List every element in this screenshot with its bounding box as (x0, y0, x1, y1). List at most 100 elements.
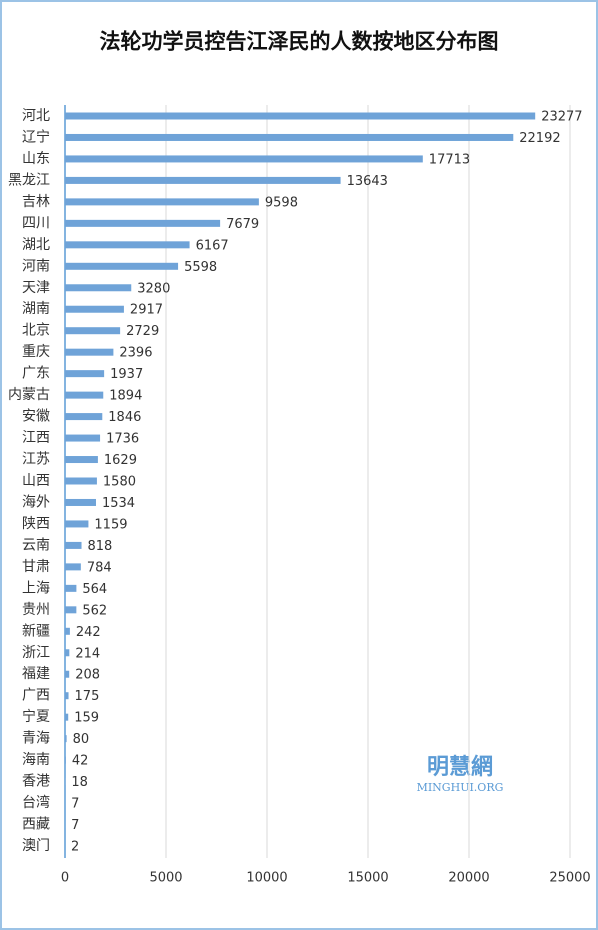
bar (65, 305, 124, 313)
y-tick-label: 陕西 (22, 516, 50, 532)
y-tick-label: 江西 (22, 430, 50, 446)
y-tick-label: 北京 (22, 323, 50, 339)
bar (65, 391, 104, 399)
y-tick-label: 浙江 (22, 645, 50, 661)
x-tick-label: 0 (61, 871, 69, 886)
value-label: 7 (71, 818, 79, 833)
y-tick-label: 宁夏 (22, 708, 50, 725)
bar (65, 241, 190, 249)
bar (65, 198, 259, 206)
value-label: 159 (74, 711, 99, 726)
bar (65, 670, 70, 678)
bar (65, 284, 132, 292)
bar (65, 627, 70, 635)
value-label: 80 (73, 732, 90, 747)
value-label: 564 (82, 582, 107, 597)
bar (65, 348, 114, 356)
bar (65, 756, 66, 764)
y-tick-label: 台湾 (22, 794, 50, 811)
y-tick-label: 广西 (22, 688, 50, 704)
y-tick-label: 内蒙古 (8, 387, 50, 403)
bar (65, 563, 81, 571)
y-tick-label: 福建 (22, 666, 50, 682)
value-label: 2396 (119, 346, 152, 361)
value-label: 18 (71, 775, 88, 790)
y-tick-label: 山东 (22, 151, 50, 167)
y-tick-label: 河南 (22, 258, 50, 274)
y-tick-label: 海南 (22, 752, 50, 768)
bar (65, 541, 82, 549)
y-tick-label: 黑龙江 (8, 172, 50, 188)
value-label: 22192 (519, 131, 560, 146)
bar (65, 584, 77, 592)
value-label: 1159 (94, 517, 127, 532)
y-tick-label: 吉林 (22, 194, 50, 210)
bar (65, 219, 221, 227)
value-label: 13643 (347, 174, 388, 189)
bar (65, 413, 103, 421)
y-tick-label: 辽宁 (22, 128, 50, 145)
value-label: 2729 (126, 324, 159, 339)
value-label: 784 (87, 560, 112, 575)
value-label: 1736 (106, 432, 139, 447)
bar (65, 498, 96, 506)
value-label: 175 (75, 689, 100, 704)
value-label: 818 (88, 539, 113, 554)
bar (65, 735, 67, 743)
bar (65, 155, 423, 163)
y-tick-label: 西藏 (22, 817, 50, 833)
bar (65, 606, 77, 614)
value-label: 214 (75, 646, 100, 661)
y-tick-label: 广东 (22, 366, 50, 382)
y-tick-label: 湖北 (22, 237, 50, 253)
value-label: 2917 (130, 303, 163, 318)
value-label: 5598 (184, 260, 217, 275)
y-tick-label: 新疆 (22, 623, 50, 639)
value-label: 42 (72, 754, 89, 769)
value-label: 1534 (102, 496, 135, 511)
bar (65, 327, 121, 335)
chart-title: 法轮功学员控告江泽民的人数按地区分布图 (100, 29, 499, 54)
y-tick-label: 青海 (22, 731, 50, 747)
x-tick-label: 15000 (347, 871, 388, 886)
value-label: 17713 (429, 152, 470, 167)
value-label: 1629 (104, 453, 137, 468)
value-label: 7679 (226, 217, 259, 232)
bar (65, 176, 341, 184)
watermark-site: MINGHUI.ORG (417, 781, 504, 794)
value-label: 1937 (110, 367, 143, 382)
x-tick-label: 10000 (246, 871, 287, 886)
watermark-name: 明慧網 (427, 754, 493, 780)
bar (65, 434, 101, 442)
bar (65, 262, 179, 270)
y-tick-label: 云南 (22, 537, 50, 553)
value-label: 7 (71, 797, 79, 812)
bar (65, 649, 70, 657)
x-tick-label: 5000 (149, 871, 182, 886)
y-tick-label: 澳门 (22, 838, 50, 854)
y-tick-label: 安徽 (22, 409, 50, 425)
y-tick-label: 河北 (22, 108, 50, 124)
value-label: 242 (76, 625, 101, 640)
y-tick-label: 江苏 (22, 452, 50, 468)
bar (65, 692, 69, 700)
y-tick-label: 山西 (22, 473, 50, 489)
value-label: 2 (71, 840, 79, 855)
value-label: 1580 (103, 475, 136, 490)
bar (65, 133, 514, 141)
value-label: 23277 (541, 110, 582, 125)
y-tick-label: 湖南 (22, 301, 50, 317)
bar (65, 112, 536, 120)
y-tick-label: 上海 (22, 580, 50, 596)
bar (65, 456, 98, 464)
value-label: 1846 (108, 410, 141, 425)
value-label: 6167 (196, 238, 229, 253)
x-tick-label: 20000 (448, 871, 489, 886)
bar (65, 520, 89, 528)
y-tick-label: 香港 (22, 774, 50, 790)
bar (65, 477, 97, 485)
y-tick-label: 甘肃 (22, 559, 50, 575)
y-tick-label: 四川 (22, 215, 50, 231)
value-label: 562 (82, 603, 107, 618)
